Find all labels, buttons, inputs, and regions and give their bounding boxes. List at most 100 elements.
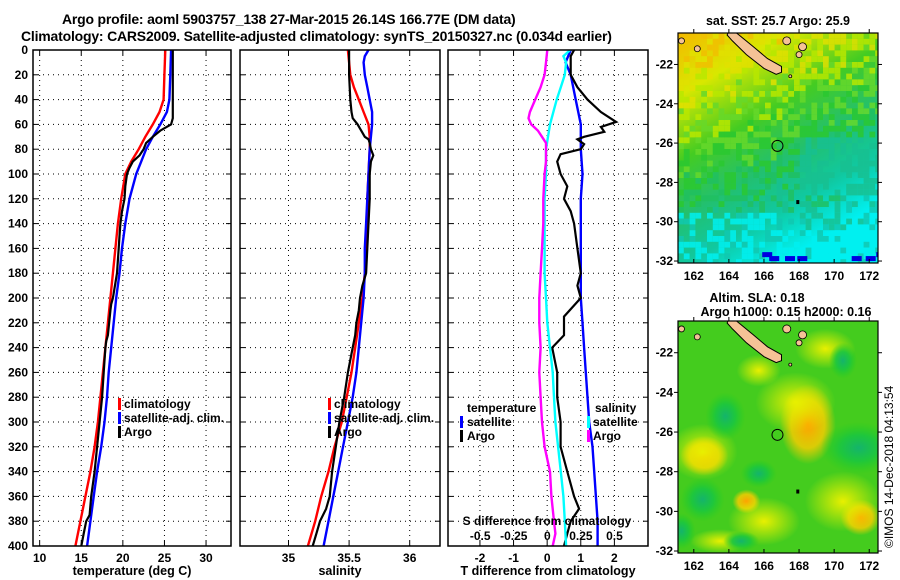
series-line-climatology — [74, 50, 167, 546]
sst-cell — [875, 73, 878, 80]
sst-cell — [805, 154, 812, 161]
sst-cell — [707, 253, 713, 260]
sst-cell — [736, 73, 742, 80]
sst-cell — [736, 108, 742, 115]
sst-cell — [724, 189, 731, 196]
sst-cell — [730, 230, 736, 236]
legend-swatch — [460, 430, 463, 442]
sst-cell — [707, 38, 713, 45]
legend-label: satellite-adj. clim. — [124, 411, 224, 425]
sst-cell — [857, 102, 864, 109]
sst-cell — [834, 195, 841, 202]
sst-cell — [776, 108, 783, 115]
sst-cell — [753, 201, 760, 207]
sst-cell — [788, 102, 794, 109]
sst-cell — [730, 56, 736, 62]
sst-cell — [823, 224, 829, 231]
sst-cell — [724, 195, 731, 202]
sst-cell — [747, 189, 754, 196]
sla-anomaly-blob — [828, 342, 857, 379]
sst-cell — [753, 73, 760, 80]
sst-cell — [724, 50, 731, 57]
sst-cell — [788, 160, 794, 167]
sst-cell — [765, 172, 771, 178]
sst-cell — [840, 50, 847, 57]
sst-cell — [846, 73, 852, 80]
sst-cell — [724, 62, 731, 68]
sst-cell — [712, 166, 719, 173]
sst-cell — [857, 108, 864, 115]
sst-cell — [741, 108, 748, 115]
sst-cell — [805, 149, 812, 155]
sst-cell — [805, 259, 812, 263]
sst-cell — [776, 183, 783, 190]
sst-cell — [741, 178, 748, 184]
sst-cell — [741, 201, 748, 207]
sst-cell — [875, 189, 878, 196]
sst-cell — [759, 212, 765, 219]
sst-cell — [846, 207, 852, 213]
sst-cell — [741, 62, 748, 68]
sst-cell — [724, 172, 731, 178]
sst-cell — [875, 154, 878, 161]
figure-title-line2: Climatology: CARS2009. Satellite-adjuste… — [21, 28, 612, 44]
sst-cell — [718, 33, 725, 39]
sst-cell — [875, 85, 878, 91]
sst-cell — [857, 44, 864, 51]
sst-cell — [776, 91, 783, 97]
sst-cell — [759, 38, 765, 45]
sst-cell — [759, 253, 765, 260]
sst-cell — [707, 149, 713, 155]
sst-cell — [695, 183, 702, 190]
sst-cell — [741, 230, 748, 236]
sst-cell — [811, 201, 818, 207]
sst-cell — [788, 166, 794, 173]
sst-cell — [811, 102, 818, 109]
sst-cell — [730, 241, 736, 248]
sst-cell — [828, 62, 835, 68]
sst-cell — [823, 67, 829, 74]
y-tick-label: 180 — [8, 266, 28, 280]
sst-cell — [724, 85, 731, 91]
sst-cell — [828, 79, 835, 86]
sst-cell — [695, 253, 702, 260]
sst-cell — [683, 33, 690, 39]
y-tick-label: 80 — [15, 142, 29, 156]
sst-cell — [869, 38, 876, 45]
sst-cell — [765, 178, 771, 184]
sst-cell — [753, 91, 760, 97]
sst-cell — [840, 253, 847, 260]
sst-cell — [753, 224, 760, 231]
sst-cell — [695, 201, 702, 207]
sst-cell — [846, 120, 852, 126]
sst-cell — [712, 224, 719, 231]
sst-cell — [834, 125, 841, 132]
sst-cell — [776, 178, 783, 184]
sst-cell — [782, 143, 789, 149]
sst-cell — [788, 247, 794, 254]
sst-cell — [678, 108, 684, 115]
axes-frame — [239, 49, 441, 547]
sst-cell — [770, 149, 777, 155]
sst-cell — [869, 79, 876, 86]
sst-cell — [724, 114, 731, 120]
sst-cell — [799, 38, 806, 45]
sst-cell — [840, 224, 847, 231]
sst-cell — [707, 56, 713, 62]
sst-cell — [770, 143, 777, 149]
sst-cell — [701, 120, 707, 126]
sst-cell — [776, 114, 783, 120]
sst-cell — [707, 102, 713, 109]
map-x-tick-label: 168 — [789, 269, 809, 283]
sst-cell — [701, 166, 707, 173]
sst-cell — [805, 207, 812, 213]
sst-cell — [707, 207, 713, 213]
sst-cell — [828, 102, 835, 109]
sst-cell — [718, 114, 725, 120]
sst-cell — [857, 79, 864, 86]
legend-swatch — [118, 412, 121, 424]
sst-cell — [753, 160, 760, 167]
sst-cell — [695, 189, 702, 196]
sla-anomaly-blob — [723, 531, 760, 552]
sst-cell — [707, 91, 713, 97]
